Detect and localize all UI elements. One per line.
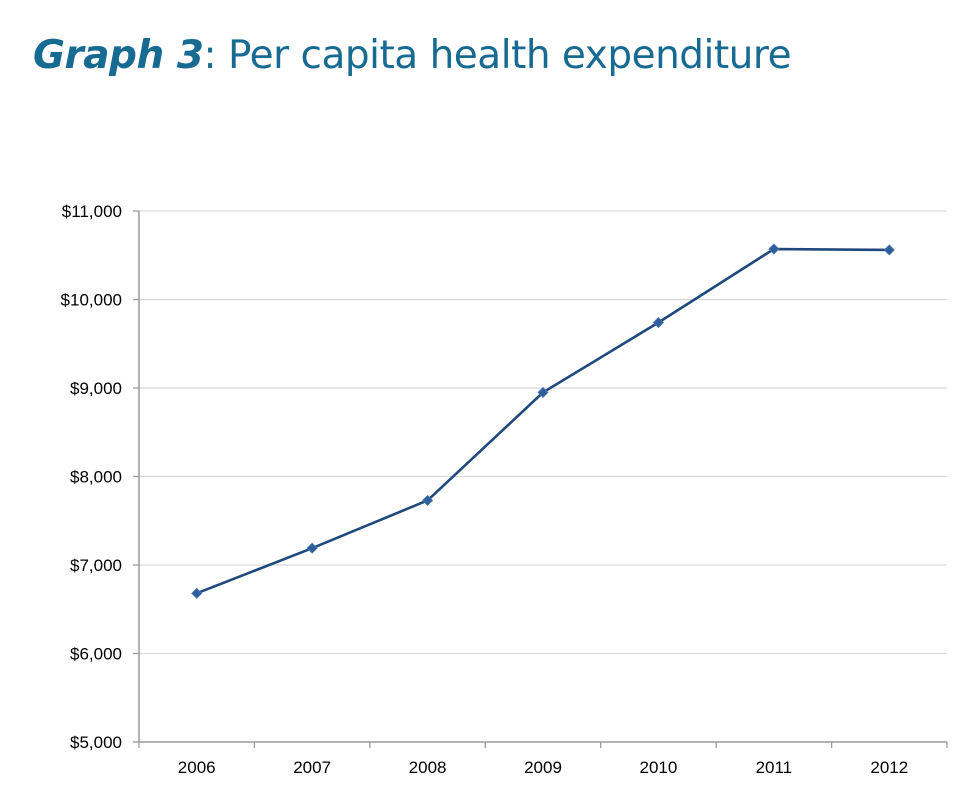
x-tick-label: 2012 (870, 758, 908, 777)
slide-title-bold: Graph 3 (33, 33, 204, 78)
x-tick-label: 2008 (409, 758, 447, 777)
y-axis-labels: $5,000 $6,000 $7,000 $8,000 $9,000 $10,000 $11… (61, 202, 122, 752)
y-tick-label: $11,000 (62, 202, 122, 221)
slide-title-rest: : Per capita health expenditure (203, 33, 792, 78)
gridlines (139, 210, 947, 655)
x-tick-label: 2009 (524, 758, 562, 777)
data-point-marker (883, 244, 895, 256)
x-tick-label: 2006 (178, 758, 216, 777)
x-tick-label: 2007 (293, 758, 331, 777)
data-point-marker (537, 386, 549, 398)
data-point-marker (422, 494, 434, 506)
data-point-marker (306, 542, 318, 554)
slide-title: Graph 3: Per capita health expenditure (33, 33, 792, 78)
x-axis-labels: 2006 2007 2008 2009 2010 2011 2012 (178, 758, 908, 777)
x-tick-label: 2010 (640, 758, 678, 777)
y-tick-label: $7,000 (70, 556, 122, 575)
y-tick-label: $9,000 (70, 379, 122, 398)
axes (133, 210, 948, 748)
series-group (191, 243, 895, 599)
y-tick-label: $5,000 (70, 733, 122, 752)
data-point-marker (768, 243, 780, 255)
data-point-marker (191, 587, 203, 599)
y-tick-label: $10,000 (61, 291, 122, 310)
data-point-marker (652, 316, 664, 329)
series-line (196, 247, 890, 595)
y-tick-label: $6,000 (70, 645, 122, 664)
y-tick-label: $8,000 (70, 468, 122, 487)
x-tick-label: 2011 (756, 758, 793, 777)
